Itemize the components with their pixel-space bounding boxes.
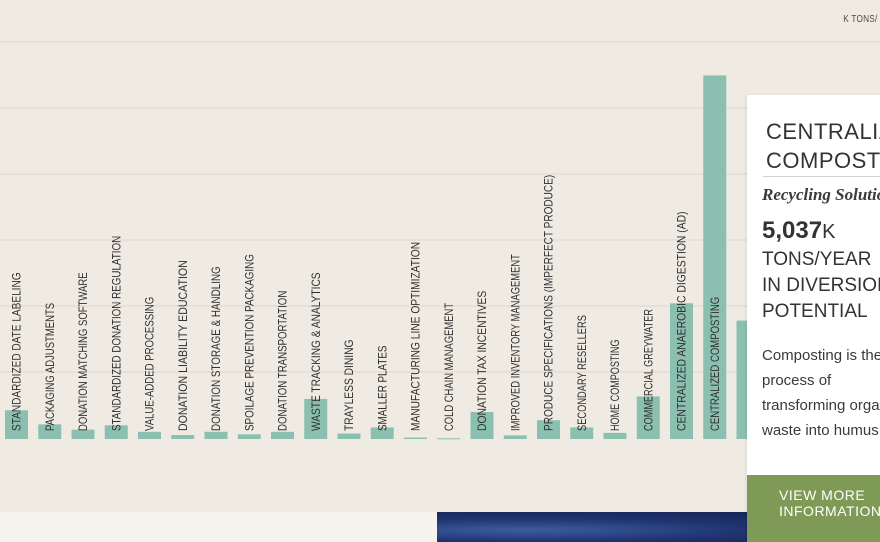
- bar[interactable]: [670, 303, 693, 439]
- bar-label: SMALLER PLATES: [375, 346, 389, 431]
- bar-label: STANDARDIZED DATE LABELING: [10, 272, 24, 431]
- bar-label: MANUFACTURING LINE OPTIMIZATION: [409, 242, 423, 431]
- bar-label: DONATION TRANSPORTATION: [276, 291, 290, 431]
- bar[interactable]: [271, 431, 294, 439]
- bar-label: PACKAGING ADJUSTMENTS: [43, 303, 57, 431]
- bar[interactable]: [470, 411, 494, 439]
- bar-chart: STANDARDIZED DATE LABELING PACKAGING ADJU…: [0, 41, 880, 440]
- bar-label: IMPROVED INVENTORY MANAGEMENT: [508, 254, 522, 431]
- bar[interactable]: [503, 435, 527, 439]
- bar-label: WASTE TRACKING & ANALYTICS: [309, 272, 323, 431]
- bar[interactable]: [437, 438, 461, 440]
- bar[interactable]: [703, 75, 727, 440]
- bar[interactable]: [603, 432, 627, 439]
- card-category: Recycling Solutions: [762, 185, 880, 204]
- view-more-button[interactable]: VIEW MORE INFORMATION: [747, 475, 880, 542]
- bar[interactable]: [171, 435, 195, 439]
- bar[interactable]: [537, 420, 560, 439]
- bar-label: DONATION STORAGE & HANDLING: [209, 266, 223, 431]
- bar[interactable]: [138, 431, 161, 439]
- bar-label: VALUE-ADDED PROCESSING: [143, 297, 157, 431]
- bar-label: SPOILAGE PREVENTION PACKAGING: [242, 254, 256, 431]
- bar[interactable]: [237, 434, 261, 439]
- bar[interactable]: [404, 437, 427, 439]
- bar[interactable]: [38, 424, 62, 439]
- bar[interactable]: [5, 410, 28, 439]
- card-divider: [763, 176, 880, 177]
- card-title: CENTRALIZED COMPOSTING: [766, 119, 880, 173]
- chart-panel: STANDARDIZED DATE LABELING PACKAGING ADJU…: [0, 14, 880, 440]
- bar-label: CENTRALIZED COMPOSTING: [708, 297, 722, 431]
- bar-label: SECONDARY RESELLERS: [575, 315, 589, 431]
- bar-label: DONATION MATCHING SOFTWARE: [76, 272, 90, 431]
- bar-label: STANDARDIZED DONATION REGULATION: [109, 236, 123, 431]
- bar[interactable]: [104, 425, 128, 439]
- bar-label: COMMERCIAL GREYWATER: [641, 309, 655, 431]
- card-value-number: 5,037: [762, 217, 823, 244]
- bar-label: DONATION LIABILITY EDUCATION: [176, 260, 190, 431]
- card-value-description: TONS/YEAR IN DIVERSION POTENTIAL: [762, 249, 880, 322]
- bar[interactable]: [204, 431, 228, 439]
- card-description: Composting is the process of transformin…: [762, 347, 880, 439]
- bar-label: PRODUCE SPECIFICATIONS (IMPERFECT PRODUC…: [542, 175, 556, 431]
- unit-label: K TONS/ Y: [843, 14, 880, 25]
- bar-label: CENTRALIZED ANAEROBIC DIGESTION (AD): [675, 211, 689, 431]
- bar[interactable]: [337, 433, 361, 439]
- bar[interactable]: [636, 396, 660, 439]
- bar-label: TRAYLESS DINING: [342, 340, 356, 432]
- card-value: 5,037K: [762, 217, 835, 245]
- view-more-label: VIEW MORE INFORMATION: [779, 487, 880, 519]
- bar[interactable]: [304, 398, 328, 439]
- bar-label: HOME COMPOSTING: [608, 340, 622, 432]
- bar[interactable]: [71, 429, 95, 439]
- bar-label: COLD CHAIN MANAGEMENT: [442, 302, 456, 431]
- bar[interactable]: [570, 427, 594, 439]
- bar[interactable]: [370, 427, 394, 439]
- detail-card: CENTRALIZED COMPOSTING Recycling Solutio…: [747, 95, 880, 542]
- card-value-unit: K: [822, 221, 836, 243]
- bar-label: DONATION TAX INCENTIVES: [475, 291, 489, 431]
